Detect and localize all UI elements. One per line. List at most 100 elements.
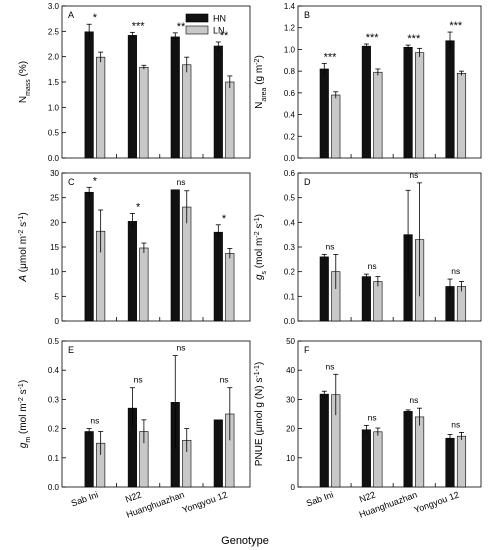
panel-letter: C (68, 177, 75, 187)
y-tick-label: 0.6 (284, 89, 296, 98)
plot-frame (297, 340, 482, 488)
panel-a: 0.00.51.01.52.02.53.0A **** ****Nmass (%)H… (18, 2, 251, 163)
category-label: N22 (358, 489, 377, 504)
panel-letter: F (304, 345, 310, 355)
bar-hn (361, 45, 371, 159)
panel-letter: E (68, 345, 74, 355)
y-axis-title: PNUE (μmol g (N) s-1-1) (254, 362, 266, 466)
y-tick-label: 10 (286, 454, 295, 463)
significance-label: * (222, 213, 227, 225)
y-tick-label: 1.0 (284, 45, 296, 54)
panel-d: 0.0 0.1 0.2 0.3 0.4 0.5 0.6 Dns ns ns ns gs (mol m-… (254, 169, 482, 326)
y-tick-label: 20 (50, 218, 59, 227)
y-tick-label: 25 (50, 194, 59, 203)
bar-hn (403, 411, 413, 488)
y-tick-label: 0.3 (284, 243, 296, 252)
significance-label: *** (324, 52, 338, 64)
y-tick-label: 0.0 (48, 483, 60, 492)
y-tick-label: 0.5 (48, 129, 60, 138)
y-tick-label: 0 (291, 483, 296, 492)
significance-label: * (136, 201, 141, 213)
bar-hn (84, 31, 94, 159)
bar-ln (456, 73, 467, 159)
y-tick-label: 0.0 (48, 154, 60, 163)
category-label: Sab Ini (305, 489, 335, 508)
significance-label: ns (177, 177, 186, 187)
y-tick-label: 1.0 (48, 103, 60, 112)
bar-ln (373, 431, 383, 488)
category-label: Yongyou 12 (181, 489, 229, 515)
bar-ln (225, 81, 235, 159)
significance-label: *** (132, 20, 146, 32)
panel-e: 0.0 0.1 0.2 0.3 0.4 0.5 Ens ns ns ns gm (mol m-2 s… (18, 337, 251, 520)
bar-ln (456, 435, 467, 488)
bar-ln (182, 64, 192, 159)
plot-frame (61, 340, 251, 488)
y-tick-label: 0.3 (48, 395, 60, 404)
significance-label: ns (220, 375, 229, 385)
y-tick-label: 0.4 (284, 111, 296, 120)
significance-label: ns (368, 261, 377, 271)
bar-hn (213, 45, 223, 159)
bar-ln (96, 56, 106, 159)
bar-hn (319, 393, 329, 488)
legend: HN LN (185, 13, 226, 36)
bar-hn (445, 437, 455, 488)
significance-label: ns (451, 419, 460, 429)
y-tick-label: 0.0 (284, 154, 296, 163)
significance-label: *** (407, 33, 421, 45)
bar-hn (319, 256, 329, 322)
bar-ln (415, 416, 425, 488)
bar-ln (225, 253, 235, 322)
category-label: Sab Ini (70, 489, 100, 508)
bar-hn (361, 429, 371, 488)
significance-label: ns (409, 395, 418, 405)
bar-hn (213, 231, 223, 322)
y-axis-title: gs (mol m-2 s-1) (254, 214, 268, 280)
bar-ln (373, 71, 383, 159)
bar-ln (415, 52, 425, 159)
panel-b: 0.0 0.2 0.4 0.6 0.8 1.0 1.2 1.4 B *** *** *** *** Nar… (254, 2, 482, 163)
y-tick-label: 0.1 (284, 292, 296, 301)
panel-c: 0 5 10 15 20 25 30 C * * ns * A (μmol m-2 s-1) (18, 169, 251, 326)
significance-label: ns (409, 170, 418, 180)
bar-hn (445, 40, 455, 159)
bar-ln (373, 281, 383, 322)
y-axis-title: A (μmol m-2 s-1) (18, 212, 30, 282)
y-tick-label: 1.2 (284, 24, 296, 33)
y-tick-label: 0.6 (284, 169, 296, 178)
panel-f: 0 10 20 30 40 50 Fns ns ns ns PNUE (μmol g (N) s-1… (254, 337, 482, 520)
category-label: Yongyou 12 (413, 489, 461, 515)
y-tick-label: 2.5 (48, 27, 60, 36)
y-axis-title: Nmass (%) (18, 61, 32, 103)
y-tick-label: 0.8 (284, 67, 296, 76)
y-axis-title: gm (mol m-2 s-1) (18, 380, 32, 448)
y-tick-label: 30 (50, 169, 59, 178)
bar-hn (403, 46, 413, 159)
significance-label: ** (177, 21, 186, 33)
y-tick-label: 15 (50, 243, 59, 252)
significance-label: *** (449, 20, 463, 32)
x-axis-title: Genotype (221, 535, 269, 547)
y-tick-label: 0.1 (48, 454, 60, 463)
legend-label-ln: LN (213, 26, 225, 36)
bar-hn (213, 419, 223, 488)
y-tick-label: 20 (286, 425, 295, 434)
y-tick-label: 50 (286, 337, 295, 346)
bar-ln (139, 247, 149, 322)
significance-label: *** (366, 32, 380, 44)
significance-label: ** (220, 30, 229, 42)
bar-hn (170, 189, 180, 322)
legend-swatch-hn (185, 13, 209, 23)
legend-swatch-ln (185, 25, 209, 35)
y-tick-label: 40 (286, 366, 295, 375)
y-tick-label: 0 (55, 317, 60, 326)
panel-letter: A (68, 10, 74, 20)
panel-letter: B (304, 10, 310, 20)
bar-hn (127, 35, 137, 159)
significance-label: ns (451, 266, 460, 276)
bar-hn (319, 68, 329, 159)
y-tick-label: 0.0 (284, 317, 296, 326)
bar-ln (139, 67, 149, 159)
category-label: N22 (124, 489, 143, 504)
